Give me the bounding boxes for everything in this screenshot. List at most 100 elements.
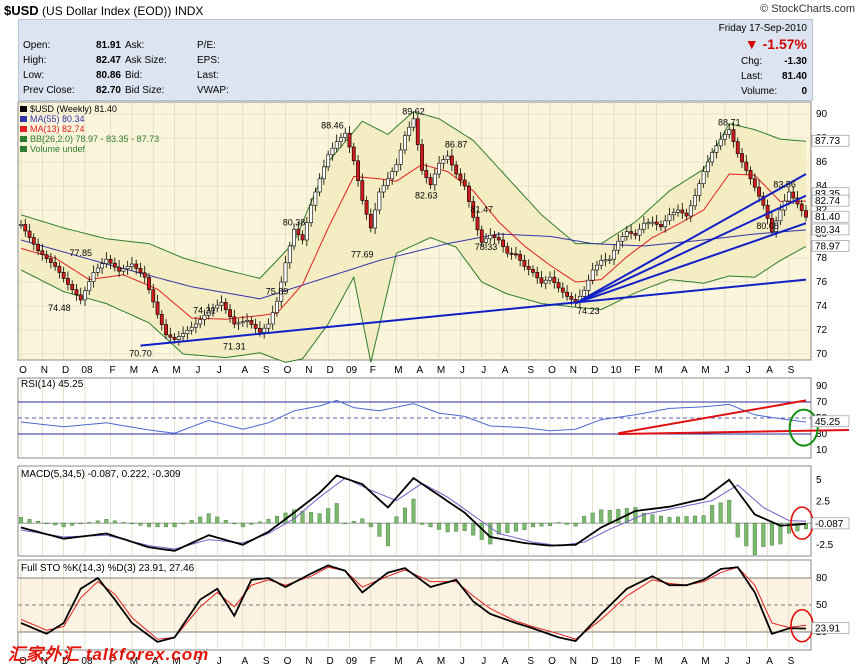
macd-histogram-bar: [317, 513, 322, 524]
candle-down: [23, 224, 28, 232]
open-label: Open:: [23, 40, 51, 51]
macd-histogram-bar: [146, 522, 151, 528]
ask-size-label: Ask Size:: [125, 55, 167, 66]
price-x-tick-label: J: [195, 365, 200, 376]
candle-up: [616, 240, 621, 251]
sto-x-tick-label: O: [19, 656, 27, 667]
sto-k-line: [20, 564, 806, 643]
macd-histogram-bar: [343, 522, 348, 525]
candle-down: [769, 218, 774, 232]
candle-up: [185, 330, 190, 334]
price-annotation: 86.87: [445, 140, 468, 150]
price-x-tick-label: A: [152, 365, 159, 376]
quote-panel: Open: 81.91 High: 82.47 Low: 80.86 Prev …: [18, 19, 813, 101]
candle-up: [130, 263, 134, 267]
legend-swatch: [20, 116, 27, 122]
macd-histogram-bar: [479, 522, 484, 540]
macd-histogram-bar: [44, 522, 49, 525]
candle-down: [475, 216, 480, 231]
watermark: 汇家外汇 talkforex.com: [8, 645, 210, 664]
macd-histogram-bar: [402, 507, 407, 524]
candle-up: [548, 276, 552, 281]
macd-histogram-bar: [181, 522, 186, 525]
candle-down: [752, 178, 757, 188]
candle-up: [637, 228, 642, 236]
candle-up: [121, 268, 126, 272]
macd-y-tick: 5: [816, 475, 822, 486]
macd-signal-line: [20, 477, 807, 550]
candle-up: [394, 164, 399, 172]
sto-x-tick-label: M: [437, 656, 445, 667]
candle-up: [701, 171, 706, 184]
macd-histogram-bar: [522, 522, 527, 530]
macd-histogram-bar: [735, 522, 740, 538]
chg-label: Chg:: [741, 56, 763, 67]
candle-up: [292, 228, 296, 247]
sto-x-tick-label: M: [130, 656, 138, 667]
candle-up: [309, 204, 314, 223]
macd-y-tick: 2.5: [816, 496, 830, 507]
price-x-tick-label: N: [570, 365, 577, 376]
candle-up: [270, 312, 275, 325]
candle-down: [654, 221, 659, 225]
sto-x-tick-label: D: [62, 656, 69, 667]
price-annotation: 70.70: [129, 349, 152, 359]
price-x-tick-label: S: [263, 365, 270, 376]
candle-up: [317, 178, 322, 193]
price-x-tick-label: J: [481, 365, 486, 376]
candle-down: [57, 266, 62, 273]
price-x-tick-label: A: [681, 365, 688, 376]
macd-histogram-bar: [87, 522, 92, 524]
sto-x-tick-label: M: [394, 656, 402, 667]
candle-down: [492, 234, 497, 238]
candle-down: [531, 269, 535, 273]
macd-histogram-bar: [138, 522, 143, 526]
candle-up: [646, 222, 651, 225]
macd-histogram-bar: [633, 507, 638, 524]
price-annotation: 88.71: [718, 117, 741, 127]
price-annotation: 74.31: [193, 305, 216, 315]
candle-up: [441, 159, 446, 164]
sto-x-tick-label: J: [481, 656, 486, 667]
sto-x-tick-label: M: [655, 656, 663, 667]
candle-down: [223, 302, 228, 310]
sto-x-tick-label: A: [416, 656, 423, 667]
macd-histogram-bar: [530, 522, 535, 528]
candle-down: [142, 272, 147, 278]
chart-title: $USD (US Dollar Index (EOD)) INDX: [4, 3, 203, 18]
candle-down: [74, 289, 79, 296]
price-y-tick: 90: [816, 109, 828, 120]
sto-x-tick-label: A: [766, 656, 773, 667]
price-annotation: 78.33: [475, 242, 498, 252]
macd-histogram-bar: [701, 515, 706, 524]
macd-histogram-bar: [334, 503, 339, 524]
price-x-tick-label: 08: [81, 365, 93, 376]
candle-down: [799, 203, 804, 211]
macd-histogram-bar: [548, 522, 553, 526]
candle-up: [219, 302, 224, 306]
price-legend-item: BB(26,2.0) 78.97 - 83.35 - 87.73: [30, 134, 159, 144]
macd-histogram-bar: [155, 522, 160, 528]
macd-histogram-bar: [599, 509, 604, 524]
candle-up: [641, 222, 646, 230]
candle-down: [78, 294, 83, 301]
macd-histogram-bar: [198, 516, 203, 524]
candle-up: [723, 134, 727, 140]
candle-down: [27, 230, 32, 238]
macd-histogram-bar: [420, 522, 425, 525]
macd-histogram-bar: [189, 520, 194, 524]
sto-y-tick: 50: [816, 600, 828, 611]
candle-up: [676, 209, 680, 213]
price-y-tick: 84: [816, 181, 828, 192]
price-right-label: 82.74: [815, 196, 840, 207]
price-x-tick-label: A: [242, 365, 249, 376]
candle-down: [505, 246, 510, 254]
candle-up: [198, 319, 203, 325]
macd-line: [20, 474, 807, 552]
macd-histogram-bar: [616, 509, 621, 524]
candle-down: [48, 258, 53, 263]
price-x-tick-label: M: [437, 365, 445, 376]
pct-change: ▼ -1.57%: [745, 36, 807, 52]
price-x-tick-label: F: [110, 365, 116, 376]
candle-up: [403, 135, 407, 151]
